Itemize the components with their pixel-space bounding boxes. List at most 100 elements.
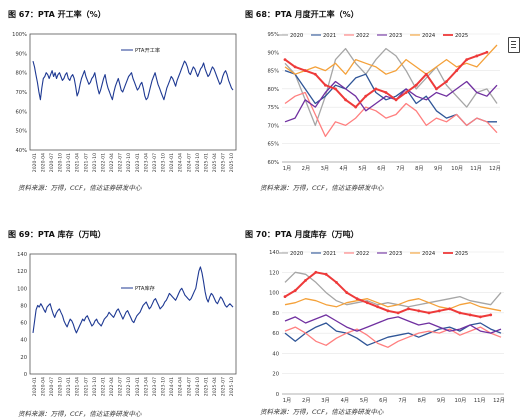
x-tick-label: 2025-07 xyxy=(221,153,227,172)
y-tick-label: 120 xyxy=(269,270,279,276)
chart-title: 图 70：PTA 月度库存（万吨） xyxy=(245,230,359,239)
x-tick-label: 12月 xyxy=(489,165,501,172)
data-point xyxy=(314,270,318,274)
y-tick-label: 100% xyxy=(12,32,27,38)
y-tick-label: 120 xyxy=(17,269,27,275)
data-point xyxy=(479,315,482,319)
chart-source: 资料来源：万得，CCF，信达证券研发中心 xyxy=(18,184,142,192)
x-tick-label: 7月 xyxy=(398,397,407,404)
data-point xyxy=(455,69,459,72)
y-tick-label: 60% xyxy=(267,160,279,166)
line-chart-pta-monthly-inventory: 0 20 40 60 80 100 120 140 1月 2月 3月 4月 5月 6月 7月 8月 9月 10月 1… xyxy=(269,250,505,404)
x-tick-label: 2024-10 xyxy=(195,153,201,172)
series-line-2022 xyxy=(284,326,502,348)
x-tick-label: 2024-04 xyxy=(178,153,184,172)
x-tick-label: 2025-07 xyxy=(221,377,227,396)
y-tick-label: 140 xyxy=(269,250,279,256)
x-tick-label: 2022-10 xyxy=(126,377,132,396)
x-tick-label: 2024-01 xyxy=(169,153,175,172)
x-tick-label: 2024-07 xyxy=(186,153,192,172)
data-point xyxy=(345,291,349,294)
y-tick-label: 95% xyxy=(267,32,279,38)
y-tick-label: 60% xyxy=(15,109,27,115)
x-tick-label: 2021-10 xyxy=(92,153,98,172)
x-tick-label: 2023-01 xyxy=(135,377,141,396)
x-tick-label: 4月 xyxy=(341,397,350,404)
y-tick-label: 90% xyxy=(15,51,27,57)
x-tick-label: 2025-01 xyxy=(203,377,209,396)
y-tick-label: 40% xyxy=(15,148,27,154)
x-tick-label: 9月 xyxy=(437,397,446,404)
data-point xyxy=(293,289,297,292)
x-tick-label: 5月 xyxy=(358,165,367,172)
data-point xyxy=(293,65,297,69)
x-tick-label: 2022-01 xyxy=(100,153,106,172)
x-tick-label: 2022-04 xyxy=(109,153,115,172)
y-tick-label: 70% xyxy=(15,90,27,96)
legend-label: 2021 xyxy=(323,251,336,257)
chart-source: 资料来源：万得，CCF，信达证券研发中心 xyxy=(260,184,384,192)
data-point xyxy=(303,69,307,72)
x-tick-label: 4月 xyxy=(339,165,348,172)
y-tick-label: 0 xyxy=(24,372,27,378)
y-tick-label: 50% xyxy=(15,129,27,135)
chart-panel-70: 图 70：PTA 月度库存（万吨） 0 20 40 60 80 100 120 140 1月 2月… xyxy=(245,220,522,420)
data-point xyxy=(427,311,431,315)
data-point xyxy=(404,91,408,94)
data-point xyxy=(465,58,469,61)
x-tick-label: 3月 xyxy=(321,397,330,404)
data-point xyxy=(386,309,390,313)
data-point xyxy=(335,281,338,284)
data-point xyxy=(365,301,369,305)
plot-frame xyxy=(29,253,237,375)
data-point xyxy=(458,311,462,315)
data-point xyxy=(435,87,438,91)
x-tick-label: 2023-10 xyxy=(161,377,167,396)
series-line-PTA开工率 xyxy=(32,60,234,101)
y-tick-label: 80% xyxy=(267,87,279,93)
x-tick-label: 2021-04 xyxy=(75,153,81,172)
y-tick-label: 20 xyxy=(20,355,27,361)
x-tick-label: 1月 xyxy=(283,165,292,172)
chart-panel-68: 图 68：PTA 月度开工率（%） 60% 65% 70% 75% 80% 85% 90% 9… xyxy=(245,0,522,200)
data-point xyxy=(364,94,368,98)
y-tick-label: 60 xyxy=(272,331,279,337)
x-tick-label: 6月 xyxy=(379,397,388,404)
document-icon[interactable] xyxy=(508,37,520,53)
data-point xyxy=(323,83,327,87)
x-tick-label: 2021-07 xyxy=(83,377,89,396)
x-tick-label: 2023-10 xyxy=(161,153,167,172)
data-point xyxy=(355,297,359,301)
x-tick-label: 2021-01 xyxy=(66,377,72,396)
x-tick-label: 2022-10 xyxy=(126,153,132,172)
data-point xyxy=(304,279,307,282)
x-tick-label: 8月 xyxy=(418,397,427,404)
x-tick-label: 2024-01 xyxy=(169,377,175,396)
data-point xyxy=(283,58,287,61)
x-tick-label: 2月 xyxy=(302,397,311,404)
y-tick-label: 140 xyxy=(17,252,27,258)
data-point xyxy=(489,313,493,317)
x-tick-label: 2023-04 xyxy=(143,377,149,396)
chart-title: 图 69：PTA 库存（万吨） xyxy=(8,230,106,239)
data-point xyxy=(417,309,421,313)
x-tick-label: 2020-01 xyxy=(32,377,38,396)
y-tick-label: 70% xyxy=(267,123,279,129)
legend-label: 2025 xyxy=(455,33,468,39)
data-point xyxy=(448,307,451,311)
x-tick-label: 2022-07 xyxy=(118,153,124,172)
x-tick-label: 3月 xyxy=(321,165,330,172)
series-line-2020 xyxy=(284,47,498,127)
x-tick-label: 2025-01 xyxy=(203,153,209,172)
data-point xyxy=(424,72,428,76)
x-tick-label: 2025-04 xyxy=(212,377,218,396)
x-tick-label: 2020-07 xyxy=(49,377,55,396)
series-line-PTA库存 xyxy=(32,266,234,334)
x-tick-label: 7月 xyxy=(396,165,405,172)
data-point xyxy=(437,309,441,313)
y-tick-label: 60 xyxy=(20,321,27,327)
y-tick-label: 75% xyxy=(267,105,279,111)
data-point xyxy=(374,87,378,91)
legend-label: 2023 xyxy=(389,251,402,257)
